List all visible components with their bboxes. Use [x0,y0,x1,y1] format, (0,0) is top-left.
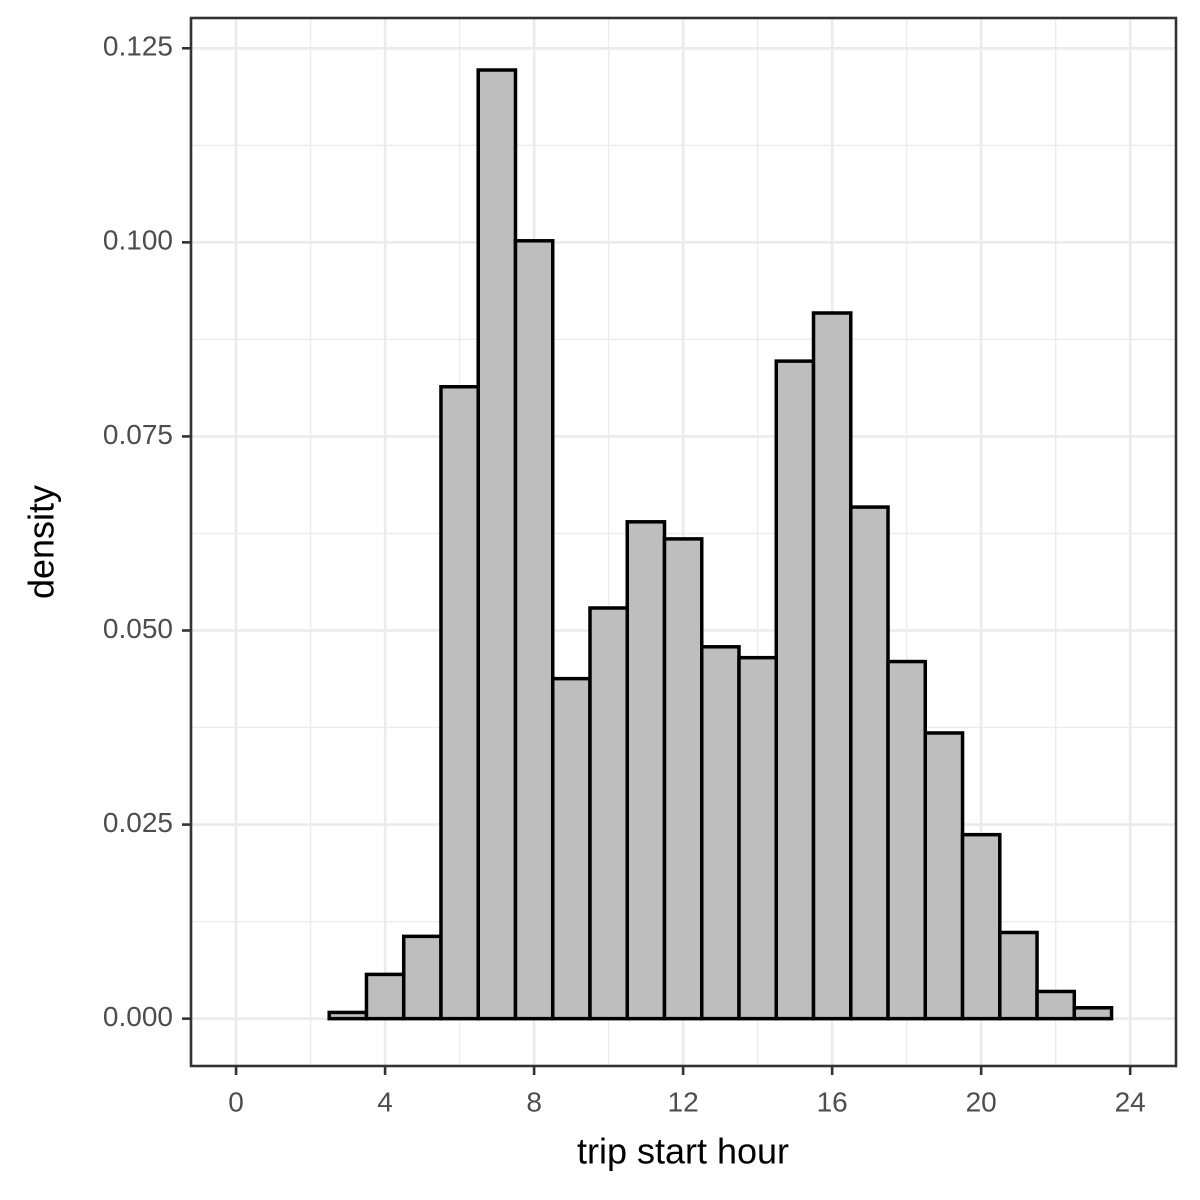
x-tick-label: 12 [668,1086,699,1117]
bar [923,731,965,1021]
bar [1072,1006,1114,1021]
bar [700,645,741,1021]
bar [513,239,555,1021]
bar [737,655,779,1021]
bar [625,520,667,1021]
x-tick-label: 16 [817,1086,848,1117]
bar [364,972,406,1021]
x-tick-label: 0 [228,1086,244,1117]
bar [960,832,1002,1021]
y-tick-label: 0.100 [103,225,173,256]
bar [849,505,890,1021]
bar [774,359,816,1021]
y-tick-label: 0.025 [103,807,173,838]
bar [476,68,518,1021]
bar [811,311,853,1021]
bar [886,659,928,1021]
bar [662,537,704,1021]
y-tick-label: 0.050 [103,613,173,644]
y-axis-title: density [21,485,62,599]
y-tick-label: 0.075 [103,419,173,450]
x-tick-label: 4 [377,1086,393,1117]
y-tick-label: 0.000 [103,1001,173,1032]
bar [327,1010,369,1021]
bar [998,930,1039,1021]
bar [401,934,443,1021]
x-tick-label: 8 [526,1086,542,1117]
y-tick-label: 0.125 [103,31,173,62]
bar [1035,989,1077,1021]
x-axis-title: trip start hour [577,1131,789,1172]
bar [588,606,629,1021]
bar [550,676,592,1021]
x-tick-label: 24 [1115,1086,1146,1117]
panel-border [189,16,1178,1068]
bar [439,384,480,1021]
x-tick-label: 20 [966,1086,997,1117]
